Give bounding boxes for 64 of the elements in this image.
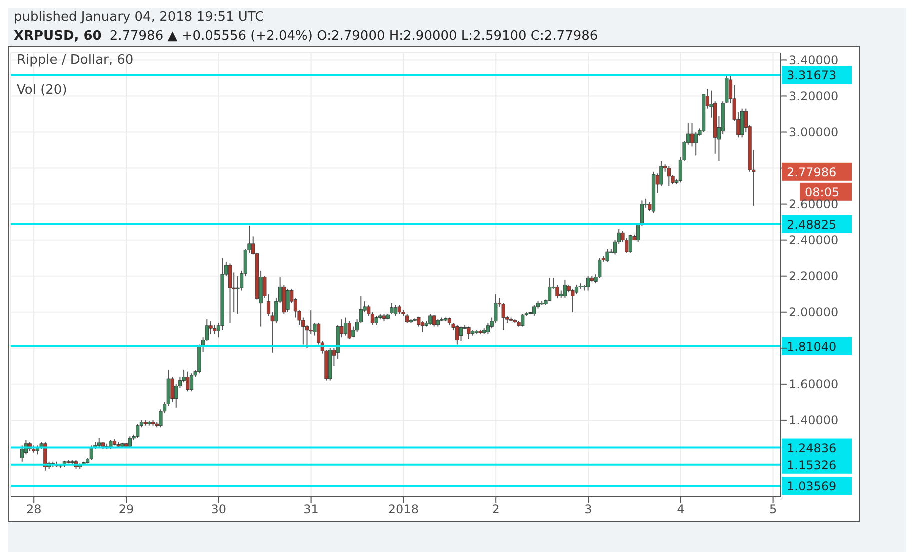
candlestick [98, 438, 102, 448]
ref-line-label: 3.31673 [787, 68, 837, 83]
candlestick [606, 248, 610, 262]
y-tick-label: 2.00000 [789, 306, 839, 320]
x-tick-label: 30 [211, 502, 227, 517]
y-tick-label: 3.00000 [789, 126, 839, 140]
candlestick [344, 317, 348, 336]
candlestick [456, 324, 460, 346]
x-tick-label: 31 [304, 502, 319, 517]
text: published January 04, 2018 19:51 UTC [13, 9, 266, 27]
y-tick-label: 3.40000 [789, 53, 839, 68]
candlestick [186, 371, 190, 392]
ref-line-label: 1.03569 [787, 480, 837, 494]
candlestick [406, 314, 410, 324]
candlestick [374, 315, 378, 326]
y-tick-label: 2.20000 [789, 270, 839, 284]
candlestick [428, 314, 432, 326]
candlestick [586, 276, 590, 292]
y-tick-label: 1.60000 [789, 378, 839, 392]
ref-line-label: 2.48825 [787, 218, 837, 232]
candlestick [467, 326, 471, 340]
annotation: Vol (20) [17, 83, 68, 98]
candlestick [90, 445, 94, 461]
y-tick-label: 3.20000 [789, 89, 839, 104]
candlestick [628, 234, 632, 254]
candlestick [432, 314, 436, 328]
candlestick [563, 279, 568, 298]
ref-line-label: 1.81040 [787, 340, 837, 354]
candlestick [694, 132, 698, 156]
ref-line-label: 1.24836 [787, 441, 837, 456]
y-tick-label: 2.60000 [789, 198, 839, 212]
x-tick-label: 28 [26, 502, 42, 517]
candlestick [690, 122, 694, 148]
candlestick [394, 304, 398, 316]
text: 08:05 [805, 185, 840, 200]
candlestick [286, 288, 290, 313]
x-tick-label: 5 [769, 502, 778, 517]
candlestick [740, 108, 744, 138]
candlestick [190, 373, 194, 392]
candlestick [390, 302, 394, 315]
candlestick [521, 314, 525, 328]
chart-title: XRPUSD, 60 [14, 29, 102, 44]
x-tick-label: 3 [584, 502, 592, 517]
y-tick-label: 2.40000 [789, 234, 839, 248]
x-tick-label: 4 [677, 502, 685, 517]
candlestick [398, 304, 402, 315]
candlestick [213, 324, 217, 334]
text: 2.77986 [787, 165, 837, 180]
x-tick-label: 2 [492, 502, 500, 517]
annotation: Ripple / Dollar, 60 [17, 53, 134, 68]
x-tick-label: 2018 [388, 502, 419, 517]
candlestick [420, 320, 425, 333]
candlestick [548, 278, 552, 302]
candlestick [459, 326, 464, 342]
ref-line-label: 1.15326 [787, 458, 837, 472]
candlestick [667, 166, 671, 187]
candlestick [571, 288, 575, 313]
candlestick [136, 424, 140, 439]
y-tick-label: 1.40000 [789, 414, 839, 428]
candlestick [228, 263, 232, 324]
x-tick-label: 29 [118, 502, 134, 517]
candlestick [348, 320, 352, 340]
candlestick [532, 304, 536, 316]
chart-subtitle: 2.77986 ▲ +0.05556 (+2.04%) O:2.79000 H:2.90000 L:2.59100 C:2.77986 [110, 29, 598, 44]
